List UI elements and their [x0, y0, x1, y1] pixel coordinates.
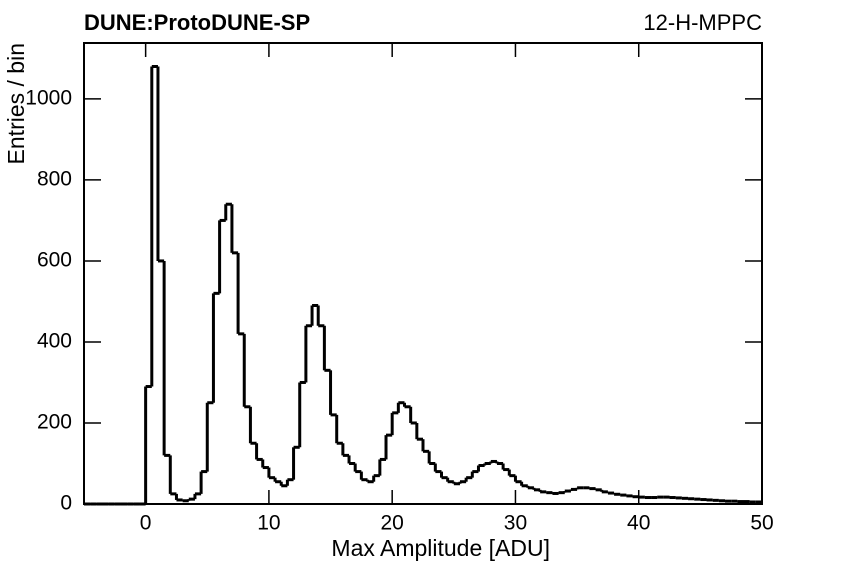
y-tick-label: 400 — [37, 330, 72, 353]
y-tick-label: 800 — [37, 167, 72, 190]
x-tick-label: 20 — [381, 512, 404, 535]
y-tick-label: 200 — [37, 411, 72, 434]
chart-subtitle: 12-H-MPPC — [643, 10, 762, 35]
x-tick-label: 50 — [750, 512, 773, 535]
x-tick-label: 0 — [140, 512, 152, 535]
x-axis-label: Max Amplitude [ADU] — [331, 535, 550, 561]
x-tick-label: 10 — [257, 512, 280, 535]
y-axis-label: Entries / bin — [3, 43, 29, 164]
plot-frame — [83, 42, 763, 505]
y-tick-label: 0 — [60, 492, 72, 515]
chart-title: DUNE:ProtoDUNE-SP — [84, 10, 310, 35]
x-tick-label: 40 — [627, 512, 650, 535]
x-tick-label: 30 — [504, 512, 527, 535]
y-tick-label: 1000 — [25, 86, 72, 109]
y-tick-label: 600 — [37, 248, 72, 271]
